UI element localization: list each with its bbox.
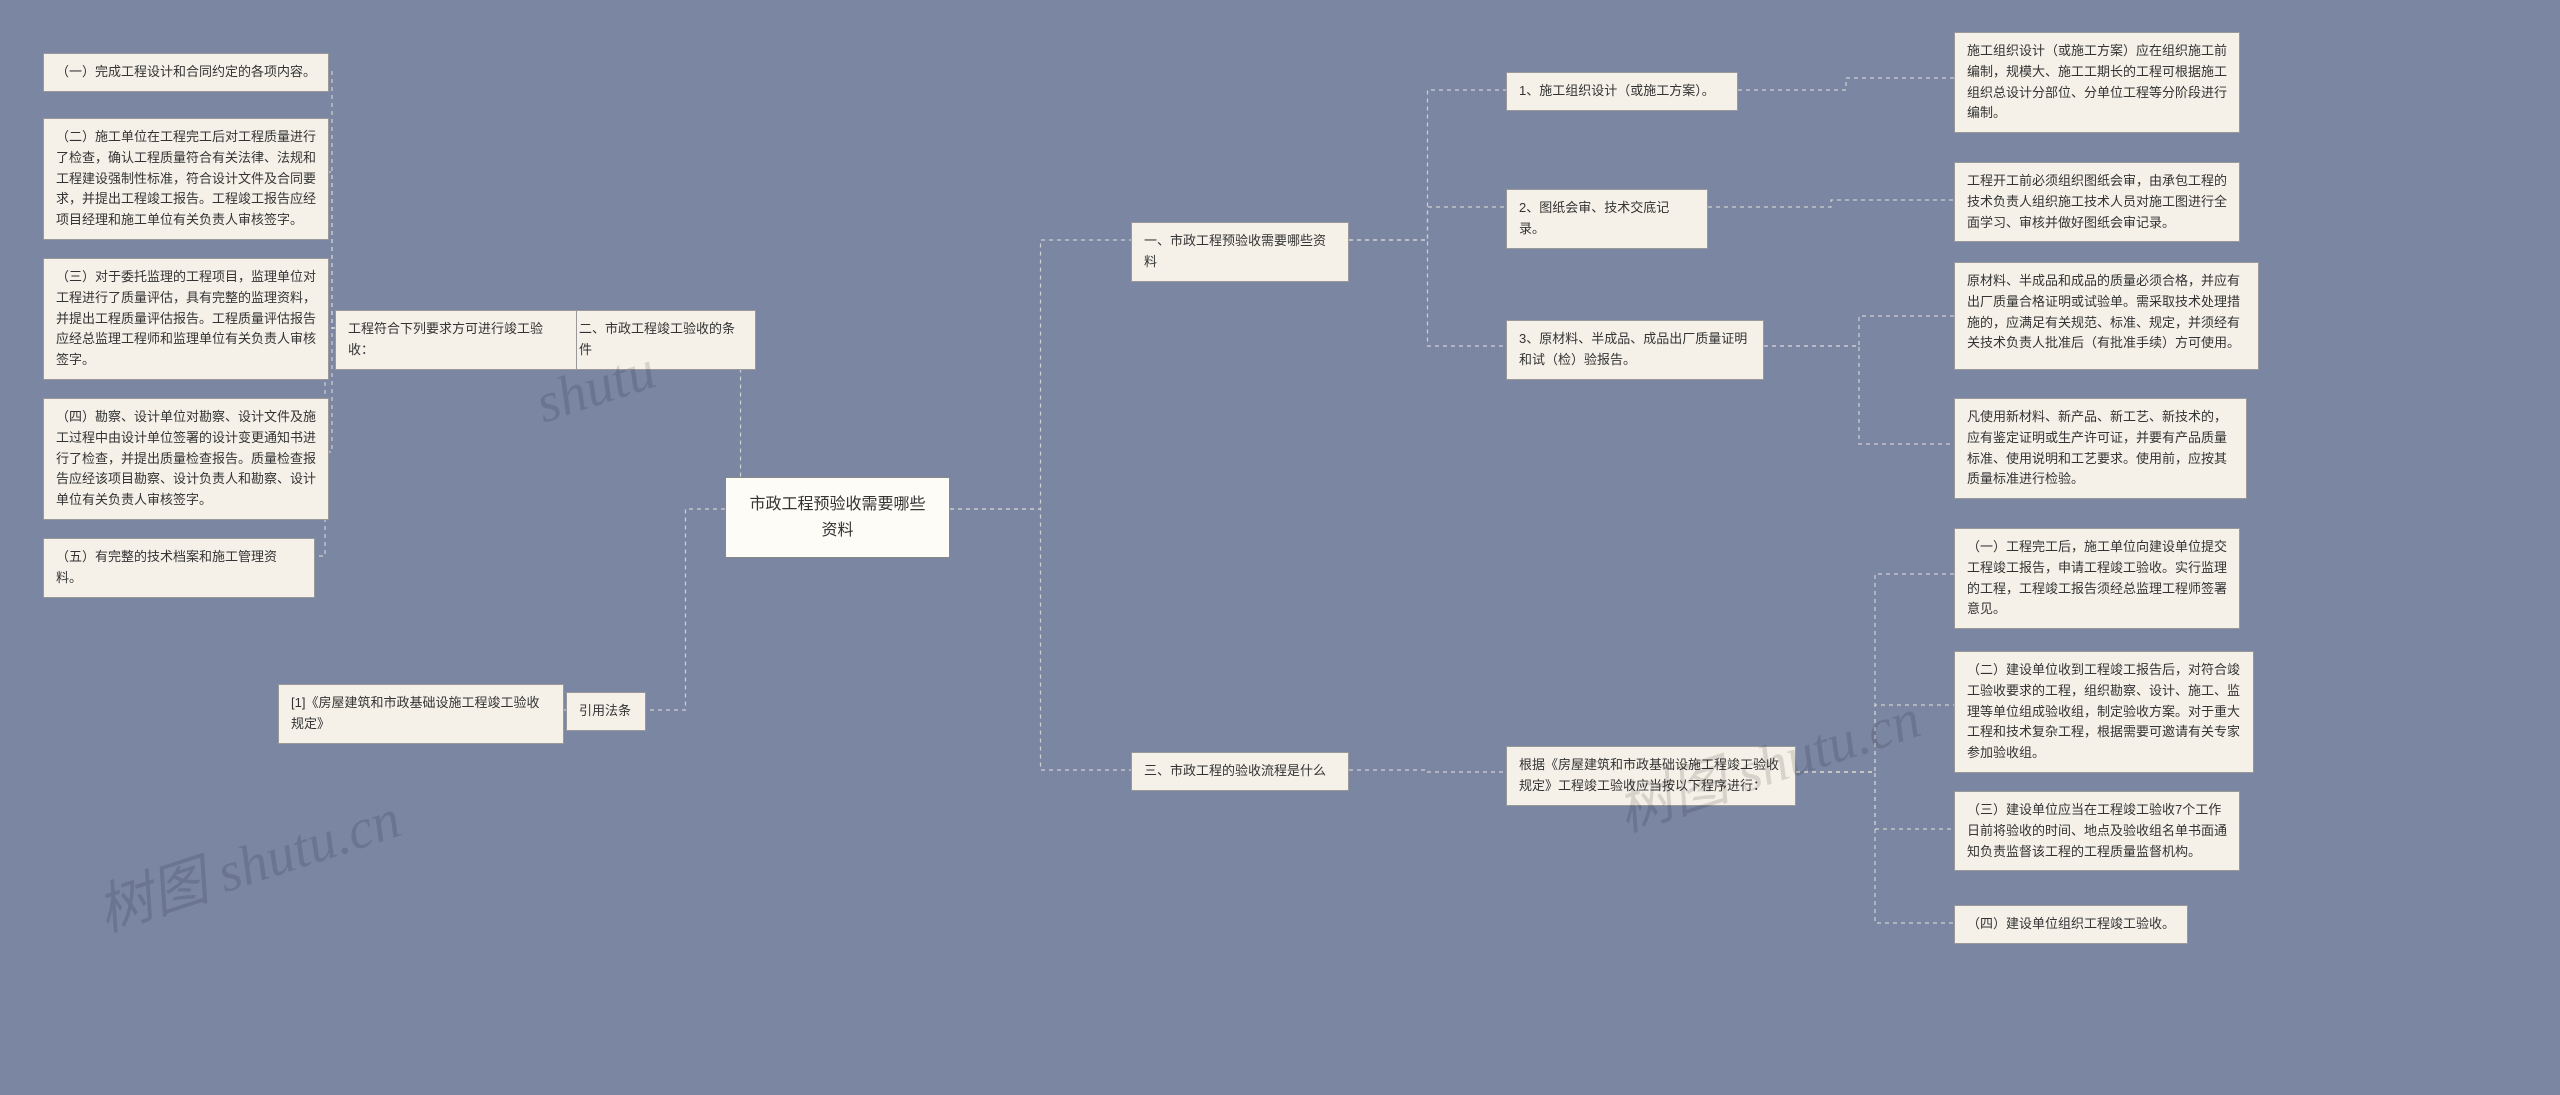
mindmap-node: 工程开工前必须组织图纸会审，由承包工程的技术负责人组织施工技术人员对施工图进行全… xyxy=(1954,162,2240,242)
mindmap-node: 引用法条 xyxy=(566,692,646,731)
mindmap-node: （四）勘察、设计单位对勘察、设计文件及施工过程中由设计单位签署的设计变更通知书进… xyxy=(43,398,329,520)
mindmap-node: 3、原材料、半成品、成品出厂质量证明和试（检）验报告。 xyxy=(1506,320,1764,380)
mindmap-node: 2、图纸会审、技术交底记录。 xyxy=(1506,189,1708,249)
mindmap-node: 三、市政工程的验收流程是什么 xyxy=(1131,752,1349,791)
watermark: 树图 shutu.cn xyxy=(85,773,409,947)
mindmap-node: （五）有完整的技术档案和施工管理资料。 xyxy=(43,538,315,598)
mindmap-node: 原材料、半成品和成品的质量必须合格，并应有出厂质量合格证明或试验单。需采取技术处… xyxy=(1954,262,2259,370)
mindmap-node: 一、市政工程预验收需要哪些资料 xyxy=(1131,222,1349,282)
mindmap-node: （一）工程完工后，施工单位向建设单位提交工程竣工报告，申请工程竣工验收。实行监理… xyxy=(1954,528,2240,629)
mindmap-node: 1、施工组织设计（或施工方案）。 xyxy=(1506,72,1738,111)
mindmap-node: （二）施工单位在工程完工后对工程质量进行了检查，确认工程质量符合有关法律、法规和… xyxy=(43,118,329,240)
mindmap-node: 二、市政工程竣工验收的条件 xyxy=(566,310,756,370)
mindmap-node: （四）建设单位组织工程竣工验收。 xyxy=(1954,905,2188,944)
mindmap-node: （一）完成工程设计和合同约定的各项内容。 xyxy=(43,53,329,92)
mindmap-node: （二）建设单位收到工程竣工报告后，对符合竣工验收要求的工程，组织勘察、设计、施工… xyxy=(1954,651,2254,773)
mindmap-node: （三）建设单位应当在工程竣工验收7个工作日前将验收的时间、地点及验收组名单书面通… xyxy=(1954,791,2240,871)
mindmap-node: 根据《房屋建筑和市政基础设施工程竣工验收规定》工程竣工验收应当按以下程序进行： xyxy=(1506,746,1796,806)
mindmap-node: 凡使用新材料、新产品、新工艺、新技术的，应有鉴定证明或生产许可证，并要有产品质量… xyxy=(1954,398,2247,499)
mindmap-node: 工程符合下列要求方可进行竣工验收： xyxy=(335,310,577,370)
root-node: 市政工程预验收需要哪些资料 xyxy=(725,477,950,558)
mindmap-node: 施工组织设计（或施工方案）应在组织施工前编制，规模大、施工工期长的工程可根据施工… xyxy=(1954,32,2240,133)
mindmap-node: [1]《房屋建筑和市政基础设施工程竣工验收规定》 xyxy=(278,684,564,744)
mindmap-node: （三）对于委托监理的工程项目，监理单位对工程进行了质量评估，具有完整的监理资料，… xyxy=(43,258,329,380)
